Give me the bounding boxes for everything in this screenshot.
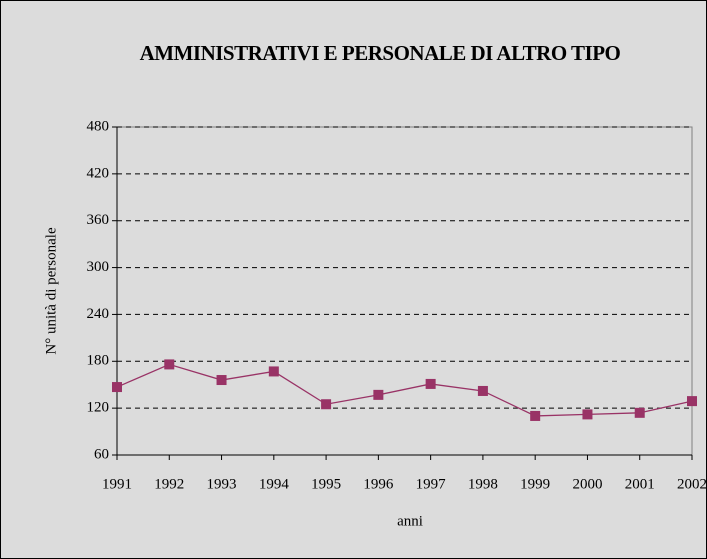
x-axis-label: anni bbox=[397, 513, 423, 529]
x-tick-label: 1997 bbox=[416, 476, 447, 492]
x-tick-label: 1999 bbox=[520, 476, 550, 492]
x-tick-label: 1991 bbox=[102, 476, 132, 492]
data-point bbox=[268, 366, 279, 377]
data-point bbox=[687, 396, 697, 407]
x-tick-label: 2002 bbox=[677, 476, 707, 492]
data-point bbox=[582, 409, 593, 420]
data-point bbox=[425, 378, 436, 389]
x-tick-label: 2000 bbox=[572, 476, 602, 492]
data-point bbox=[216, 375, 227, 386]
data-point bbox=[373, 389, 384, 400]
data-point bbox=[477, 385, 488, 396]
x-tick-label: 1995 bbox=[311, 476, 341, 492]
data-point bbox=[634, 407, 645, 418]
data-point bbox=[321, 399, 332, 410]
x-tick-label: 1996 bbox=[363, 476, 394, 492]
y-tick-label: 300 bbox=[87, 259, 110, 275]
y-tick-label: 180 bbox=[87, 353, 110, 369]
series-line bbox=[116, 363, 693, 417]
y-tick-label: 420 bbox=[87, 165, 110, 181]
y-tick-label: 60 bbox=[94, 446, 109, 462]
x-tick-label: 2001 bbox=[625, 476, 655, 492]
y-tick-label: 120 bbox=[87, 400, 110, 416]
y-tick-label: 360 bbox=[87, 212, 110, 228]
x-tick-label: 1994 bbox=[259, 476, 290, 492]
data-point bbox=[164, 359, 175, 370]
y-tick-label: 240 bbox=[87, 306, 110, 322]
x-tick-label: 1998 bbox=[468, 476, 498, 492]
data-point bbox=[530, 410, 541, 421]
chart-title: AMMINISTRATIVI E PERSONALE DI ALTRO TIPO bbox=[139, 41, 621, 65]
y-axis-label: N° unità di personale bbox=[43, 227, 59, 355]
data-point bbox=[112, 382, 122, 393]
x-tick-label: 1992 bbox=[154, 476, 184, 492]
x-tick-label: 1993 bbox=[207, 476, 237, 492]
y-tick-label: 480 bbox=[87, 118, 110, 134]
